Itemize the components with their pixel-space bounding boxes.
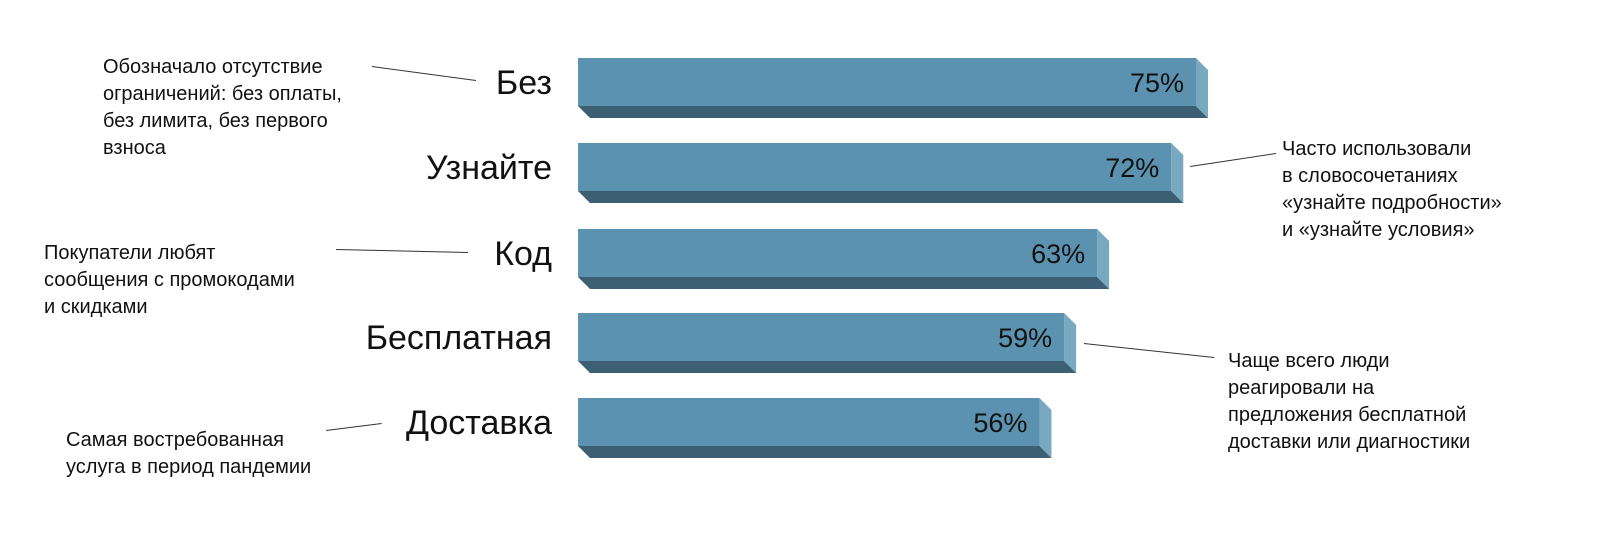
bar-side-без [1196, 58, 1208, 118]
bar-side-бесплатная [1064, 313, 1077, 373]
bar-bottom-доставка [578, 446, 1052, 458]
value-label-доставка: 56% [973, 408, 1027, 438]
value-label-без: 75% [1130, 68, 1184, 98]
annotation-leader-line-бесплатная [1083, 343, 1214, 358]
category-label-код: Код [494, 235, 552, 273]
category-label-доставка: Доставка [406, 404, 552, 442]
annotation-доставка: Самая востребованная услуга в период пан… [66, 429, 312, 478]
bar-bottom-без [578, 106, 1208, 118]
bar-bottom-бесплатная [578, 361, 1077, 373]
bar-бесплатная [578, 313, 1065, 361]
category-label-бесплатная: Бесплатная [366, 319, 552, 357]
annotation-leader-line-узнайте [1190, 153, 1277, 167]
annotation-бесплатная: Чаще всего люди реагировали на предложен… [1228, 350, 1471, 453]
annotation-узнайте: Часто использовали в словосочетаниях «уз… [1282, 138, 1502, 241]
value-label-бесплатная: 59% [998, 323, 1052, 353]
bar-без [578, 58, 1196, 106]
bar-код [578, 229, 1098, 277]
annotation-без: Обозначало отсутствие ограничений: без о… [103, 56, 342, 159]
bar-side-доставка [1039, 398, 1052, 458]
category-label-без: Без [496, 64, 552, 102]
annotation-код: Покупатели любят сообщения с промокодами… [44, 242, 295, 318]
annotation-leader-line-без [371, 66, 476, 81]
bar-bottom-код [578, 277, 1110, 289]
bar-узнайте [578, 143, 1172, 191]
category-label-узнайте: Узнайте [426, 149, 552, 187]
annotation-leader-line-код [335, 249, 468, 253]
bar-side-узнайте [1171, 143, 1184, 203]
value-label-код: 63% [1031, 239, 1085, 269]
annotation-leader-line-доставка [326, 423, 383, 431]
value-label-узнайте: 72% [1105, 153, 1159, 183]
bar-side-код [1097, 229, 1110, 289]
bar-bottom-узнайте [578, 191, 1184, 203]
bar-доставка [578, 398, 1040, 446]
